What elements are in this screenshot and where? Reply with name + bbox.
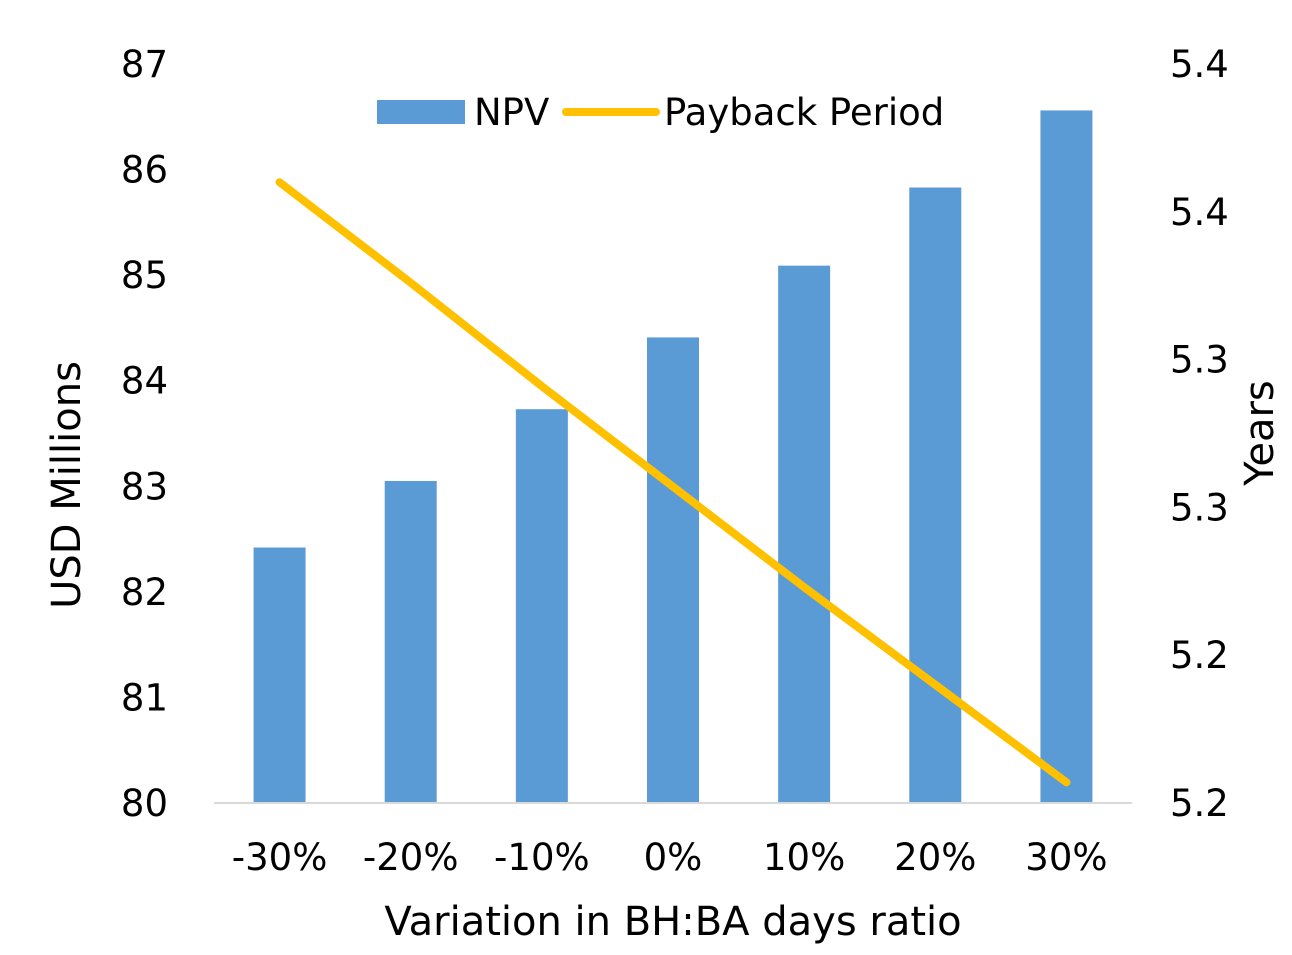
x-tick-label: 0%: [644, 836, 703, 879]
legend: NPV Payback Period: [377, 91, 944, 134]
y2-tick-label: 5.3: [1170, 486, 1229, 529]
y-tick-label: 87: [121, 43, 168, 86]
y2-tick-label: 5.3: [1170, 339, 1229, 382]
x-tick-label: -10%: [494, 836, 590, 879]
y2-tick-label: 5.4: [1170, 43, 1229, 86]
legend-label-npv: NPV: [474, 91, 549, 134]
y2-tick-label: 5.2: [1170, 634, 1229, 677]
x-tick-label: 30%: [1025, 836, 1107, 879]
y-tick-label: 84: [121, 360, 168, 403]
payback-point: [1063, 779, 1070, 786]
payback-point: [801, 584, 808, 591]
npv-bar: [647, 337, 699, 803]
payback-point: [276, 179, 283, 186]
y-tick-label: 85: [121, 254, 168, 297]
x-tick-label: 20%: [894, 836, 976, 879]
right-axis-ticks: 5.2 5.2 5.3 5.3 5.4 5.4: [1170, 43, 1229, 825]
payback-point: [407, 279, 414, 286]
y2-axis-title: Years: [1237, 380, 1283, 487]
x-tick-label: -30%: [232, 836, 328, 879]
y-tick-label: 80: [121, 782, 168, 825]
npv-bar: [778, 265, 831, 803]
y2-tick-label: 5.4: [1170, 191, 1229, 234]
payback-point: [538, 383, 545, 390]
npv-bar: [515, 409, 568, 803]
npv-bar: [909, 187, 962, 804]
payback-line-layer: [275, 178, 1071, 787]
y-axis-title: USD Millions: [44, 361, 90, 609]
npv-bar: [1040, 110, 1093, 804]
y-tick-label: 86: [121, 149, 168, 192]
x-axis-title: Variation in BH:BA days ratio: [384, 899, 961, 945]
x-tick-label: -20%: [363, 836, 459, 879]
npv-bar: [253, 547, 306, 803]
y2-tick-label: 5.2: [1170, 782, 1229, 825]
npv-bar: [384, 481, 437, 803]
x-tick-label: 10%: [763, 836, 845, 879]
payback-point: [932, 681, 939, 688]
legend-swatch-npv: [377, 100, 465, 124]
left-axis-ticks: 80 81 82 83 84 85 86 87: [121, 43, 168, 825]
legend-label-payback: Payback Period: [664, 91, 944, 134]
payback-point: [670, 483, 676, 490]
npv-bars: [253, 110, 1093, 804]
x-axis-ticks: -30% -20% -10% 0% 10% 20% 30%: [232, 836, 1108, 879]
y-tick-label: 83: [121, 465, 168, 508]
y-tick-label: 82: [121, 571, 168, 614]
y-tick-label: 81: [121, 676, 168, 719]
